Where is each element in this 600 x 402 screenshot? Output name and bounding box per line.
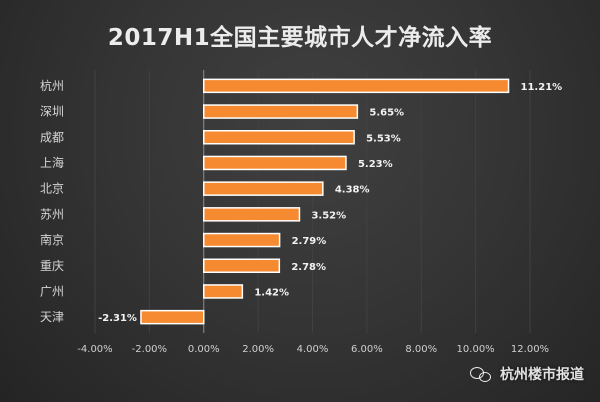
category-label: 广州 (40, 284, 64, 298)
wechat-icon (470, 365, 492, 383)
x-axis-tick-label: 6.00% (351, 344, 383, 355)
category-label: 重庆 (40, 259, 64, 273)
category-label: 苏州 (40, 207, 64, 221)
bar-天津 (140, 309, 205, 325)
bar-北京 (203, 181, 324, 196)
bar-广州 (203, 284, 244, 299)
x-axis-tick-label: 10.00% (457, 344, 495, 355)
category-label: 杭州 (40, 78, 64, 93)
x-axis-tick-label: -4.00% (77, 344, 112, 355)
bar-成都 (203, 130, 355, 145)
bar-南京 (203, 232, 281, 248)
value-label: 5.53% (366, 133, 401, 144)
x-axis-tick-label: 12.00% (511, 344, 549, 355)
category-label: 成都 (40, 130, 64, 144)
bar-深圳 (203, 104, 359, 119)
bar-重庆 (203, 258, 281, 273)
value-label: 2.79% (292, 236, 327, 247)
category-label: 北京 (40, 182, 64, 196)
x-axis-tick-label: 2.00% (242, 344, 274, 355)
chart-title: 2017H1全国主要城市人才净流入率 (107, 25, 493, 51)
value-label: 3.52% (311, 210, 346, 221)
value-label: 11.21% (521, 82, 563, 93)
category-label: 天津 (40, 310, 64, 324)
bar-上海 (203, 155, 347, 171)
category-label: 深圳 (40, 105, 64, 119)
value-label: -2.31% (98, 313, 137, 324)
value-label: 1.42% (254, 287, 289, 298)
x-axis-tick-label: 0.00% (188, 344, 220, 355)
x-axis-tick-label: 4.00% (297, 344, 329, 355)
category-label: 上海 (40, 155, 64, 170)
bar-苏州 (203, 207, 301, 222)
bar-杭州 (203, 78, 510, 94)
category-label: 南京 (40, 232, 64, 247)
watermark-text: 杭州楼市报道 (500, 367, 584, 383)
value-label: 5.23% (358, 159, 393, 170)
value-label: 5.65% (369, 108, 404, 119)
watermark: 杭州楼市报道 (470, 364, 584, 384)
x-axis-tick-label: 8.00% (405, 344, 437, 355)
x-axis-tick-label: -2.00% (132, 344, 167, 355)
value-label: 4.38% (335, 185, 370, 196)
value-label: 2.78% (291, 262, 326, 273)
